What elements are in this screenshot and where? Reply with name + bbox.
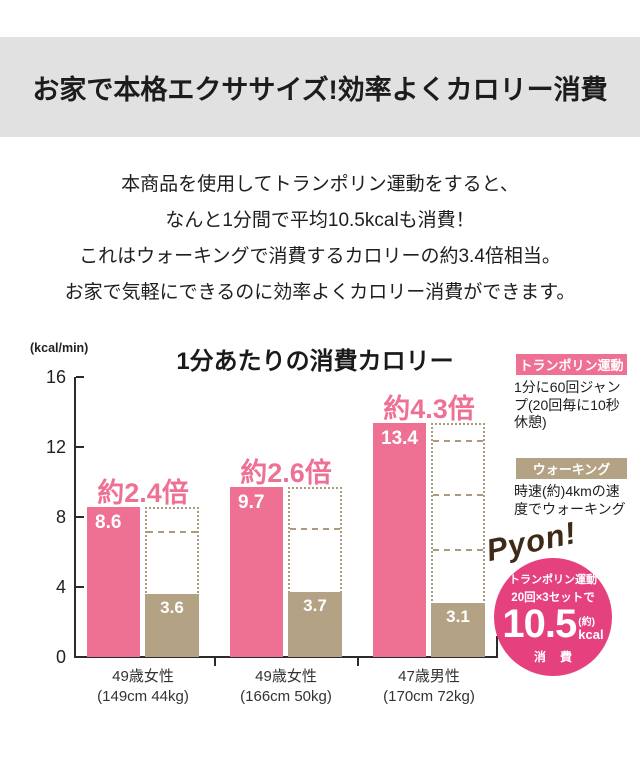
bar-walking-3: 3.1: [431, 602, 485, 657]
walking-multiple-line-1-2: [147, 531, 197, 533]
legend-trampoline-badge: トランポリン運動: [516, 354, 627, 375]
category-spec-2: (166cm 50kg): [240, 688, 332, 705]
category-spec-3: (170cm 72kg): [383, 688, 475, 705]
x-category-label-3: 47歳男性 (170cm 72kg): [349, 667, 509, 707]
bar-walking-value-2: 3.7: [303, 596, 327, 616]
kcal-unit-block: (約) kcal: [578, 613, 603, 641]
y-tick-label-0: 0: [55, 647, 66, 667]
y-tick-mark-8: [76, 516, 84, 518]
chart-title: 1分あたりの消費カロリー: [176, 348, 454, 375]
intro-line-3: これはウォーキングで消費するカロリーの約3.4倍相当。: [79, 246, 561, 267]
intro-text: 本商品を使用してトランポリン運動をすると、 なんと1分間で平均10.5kcalも…: [0, 167, 640, 311]
legend-walking-badge: ウォーキング: [516, 458, 627, 479]
y-tick-label-8: 8: [55, 507, 66, 527]
walking-projection-box-1: [145, 506, 199, 657]
bar-walking-2: 3.7: [288, 592, 342, 657]
x-category-label-2: 49歳女性 (166cm 50kg): [206, 667, 366, 707]
y-tick-mark-16: [76, 376, 84, 378]
y-axis-line: [74, 377, 76, 658]
intro-line-1: 本商品を使用してトランポリン運動をすると、: [121, 174, 519, 195]
walking-multiple-line-2-2: [290, 527, 340, 530]
multiplier-label-3: 約4.3倍: [383, 393, 475, 424]
multiplier-label-2: 約2.6倍: [240, 458, 332, 489]
walking-multiple-line-3-4: [433, 440, 483, 442]
intro-line-4: お家で気軽にできるのに効率よくカロリー消費ができます。: [64, 282, 576, 303]
bar-trampoline-1: 8.6: [87, 506, 140, 657]
walking-multiple-line-3-2: [433, 548, 483, 551]
x-axis-end-tick: [496, 636, 498, 656]
bar-trampoline-value-2: 9.7: [238, 492, 265, 514]
y-tick-label-4: 4: [55, 577, 66, 597]
category-spec-1: (149cm 44kg): [97, 688, 189, 705]
bar-walking-value-1: 3.6: [160, 598, 184, 617]
bar-walking-1: 3.6: [145, 594, 199, 657]
intro-line-2: なんと1分間で平均10.5kcalも消費！: [165, 210, 475, 231]
bar-trampoline-value-3: 13.4: [381, 427, 418, 449]
bar-walking-value-3: 3.1: [446, 606, 470, 626]
kcal-unit-label: kcal: [578, 627, 604, 642]
circle-value-row: 10.5 (約) kcal: [502, 602, 603, 646]
x-axis-tick-2: [357, 658, 359, 666]
x-category-label-1: 49歳女性 (149cm 44kg): [63, 667, 223, 707]
header-banner: お家で本格エクササイズ!効率よくカロリー消費: [0, 37, 640, 137]
bar-trampoline-value-1: 8.6: [95, 511, 122, 533]
x-axis-tick-1: [214, 658, 216, 666]
consume-label: 消費: [533, 650, 586, 664]
kcal-value: 10.5: [502, 602, 577, 646]
walking-projection-box-3: [431, 422, 485, 657]
bar-trampoline-2: 9.7: [230, 487, 283, 657]
circle-line-1: トランポリン運動: [509, 574, 597, 586]
bar-trampoline-3: 13.4: [373, 422, 426, 657]
legend-trampoline-description: 1分に60回ジャンプ(20回毎に10秒休憩): [514, 379, 621, 430]
y-tick-mark-4: [76, 586, 84, 588]
walking-projection-box-2: [288, 487, 342, 657]
kcal-summary-circle: トランポリン運動 20回×3セットで 10.5 (約) kcal 消費: [494, 558, 612, 676]
legend-walking-description: 時速(約)4kmの速度でウォーキング: [514, 483, 626, 517]
multiplier-label-1: 約2.4倍: [97, 477, 189, 508]
y-axis-unit-label: (kcal/min): [30, 341, 89, 355]
x-axis-line: [74, 656, 498, 658]
circle-line-2: 20回×3セットで: [511, 592, 595, 604]
y-tick-mark-12: [76, 446, 84, 448]
approx-label: (約): [578, 617, 595, 628]
page-title: お家で本格エクササイズ!効率よくカロリー消費: [32, 74, 608, 105]
walking-multiple-line-3-3: [433, 494, 483, 497]
category-name-1: 49歳女性: [112, 668, 174, 685]
y-tick-label-16: 16: [45, 367, 66, 387]
y-tick-label-12: 12: [45, 437, 66, 457]
category-name-2: 49歳女性: [255, 668, 317, 685]
category-name-3: 47歳男性: [398, 668, 460, 685]
